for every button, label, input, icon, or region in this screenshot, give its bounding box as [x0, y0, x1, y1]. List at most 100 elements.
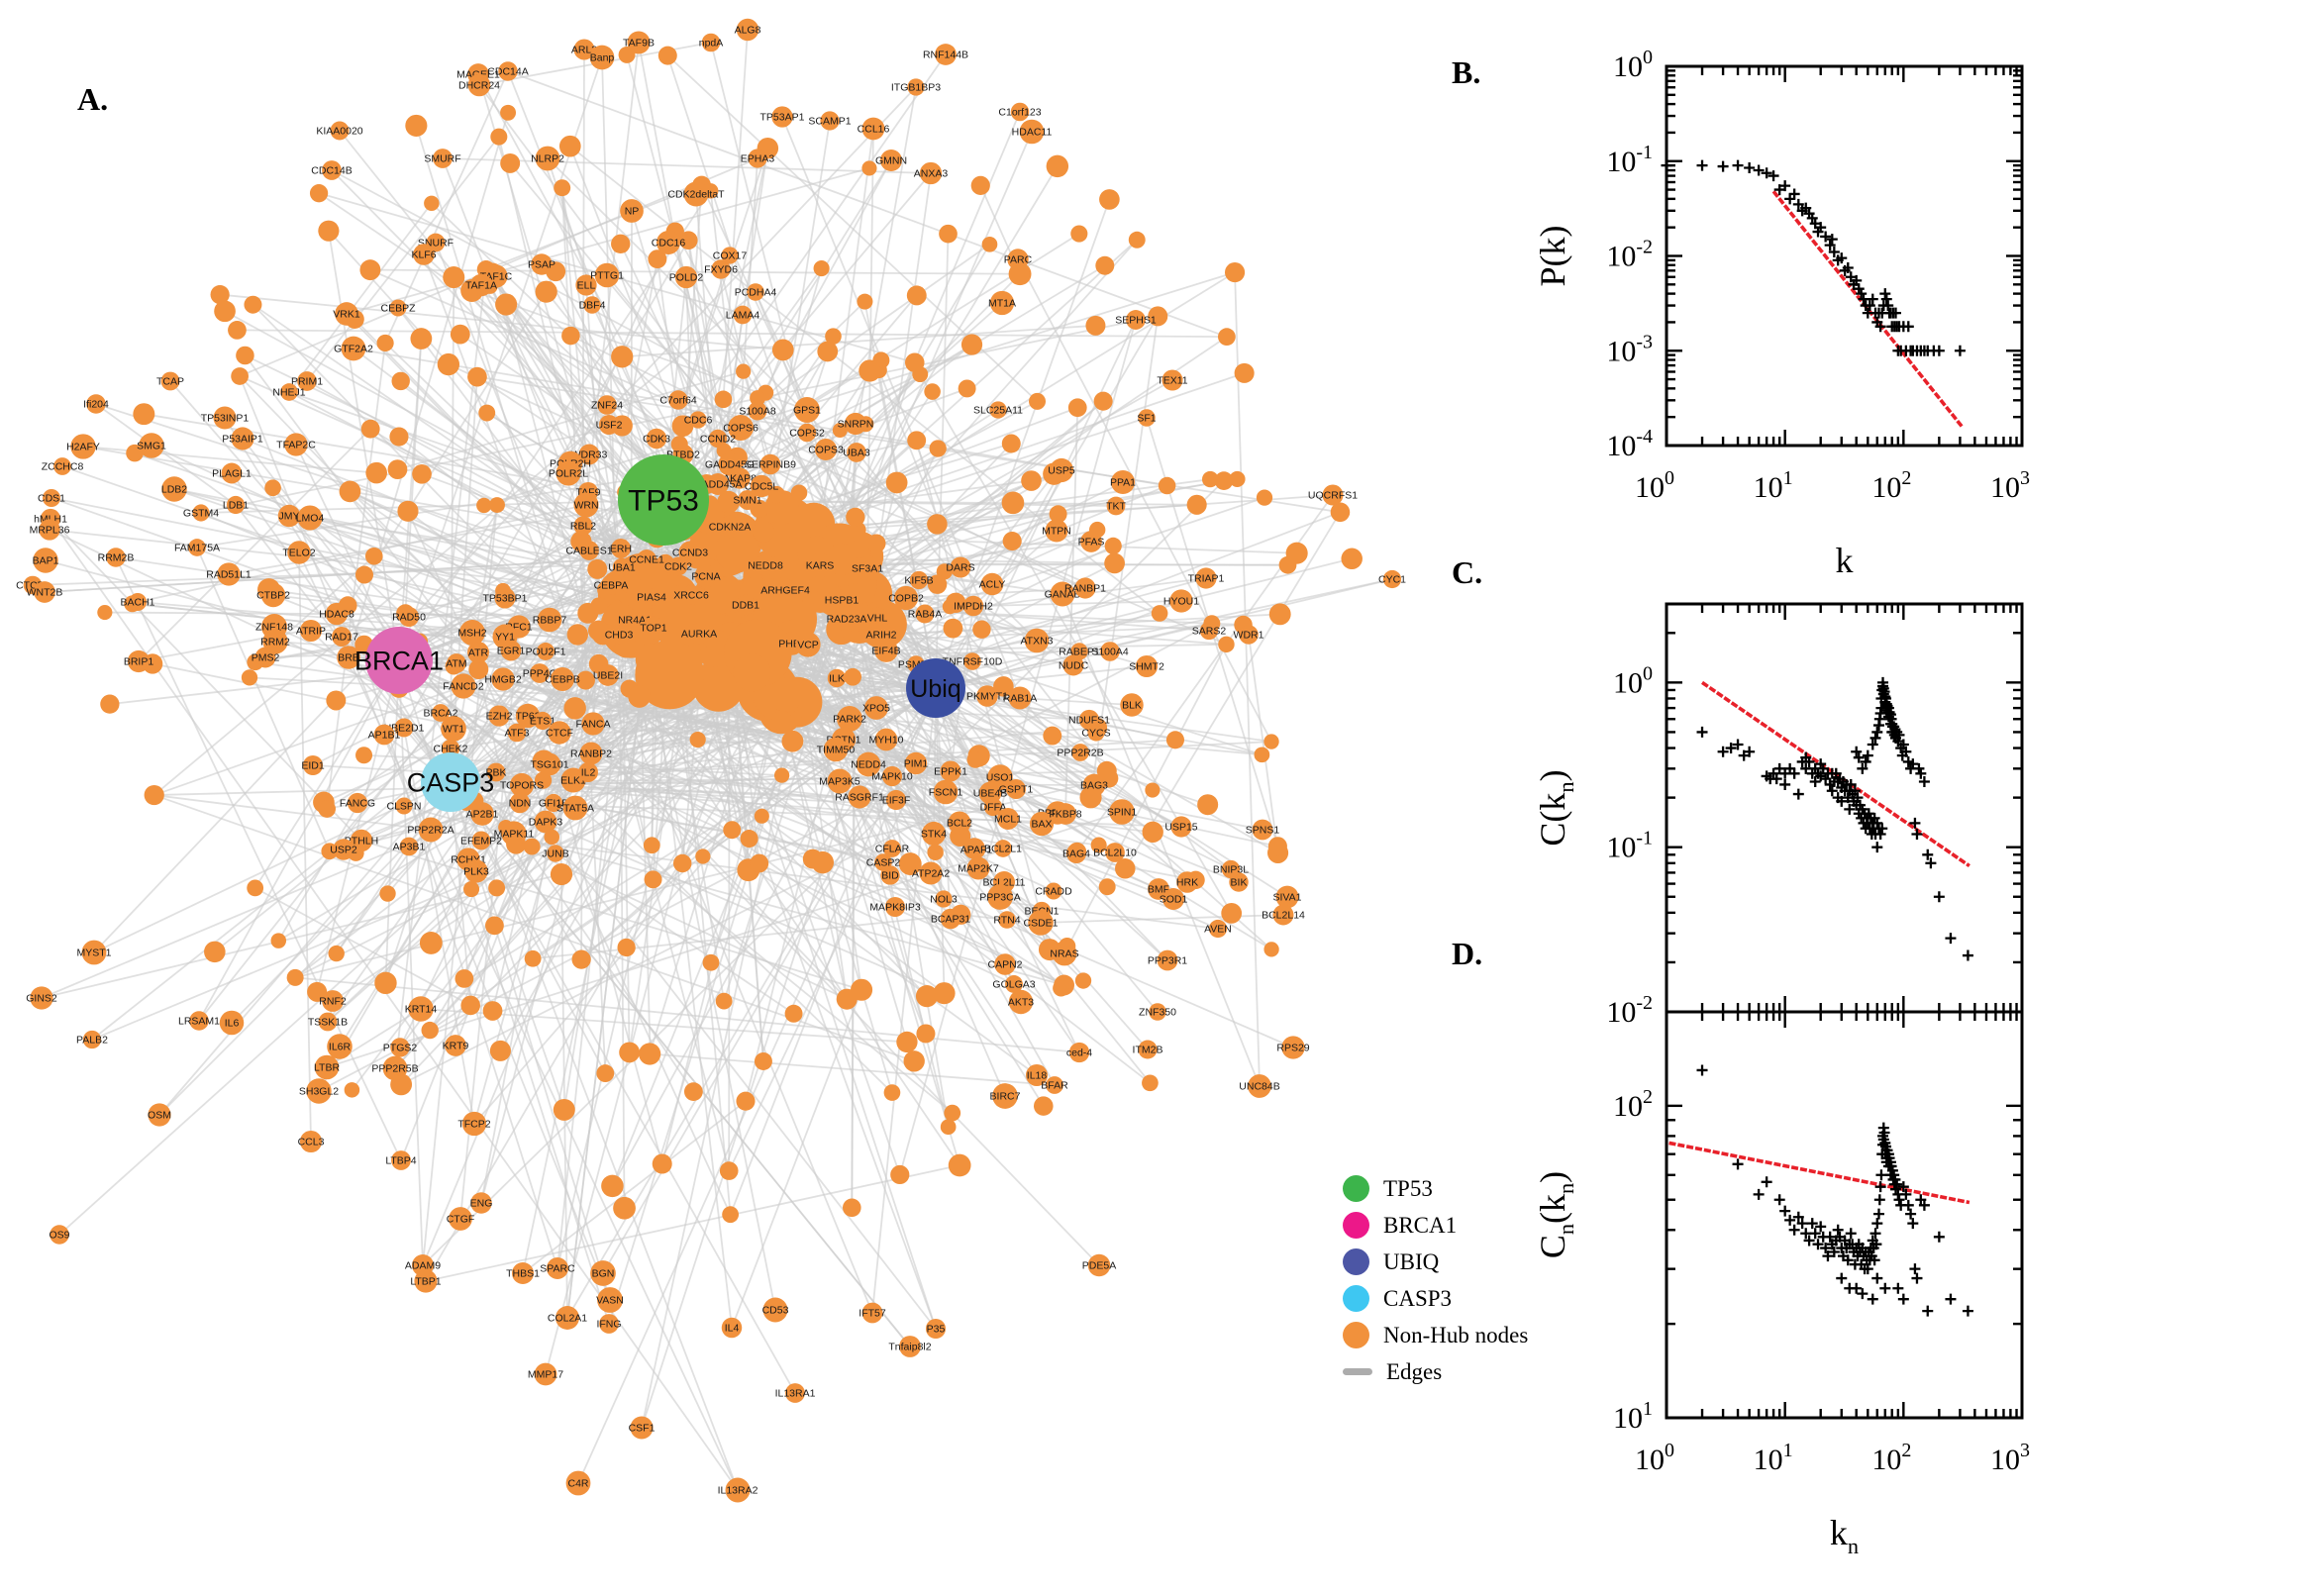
network-node: [851, 978, 873, 1001]
network-node: [365, 461, 387, 484]
network-node: [523, 838, 541, 855]
network-node-label: EIF3F: [882, 795, 911, 807]
network-node: [642, 616, 665, 640]
network-node-label: DDB1: [732, 600, 759, 612]
network-node: [148, 1103, 171, 1127]
network-node-label: ERH: [610, 544, 632, 555]
network-node-label: XRCC6: [673, 590, 709, 602]
network-node-label: XPO5: [862, 703, 890, 715]
network-node: [715, 528, 759, 573]
network-node-label: UBA3: [843, 448, 870, 459]
network-node-label: CEBPZ: [380, 303, 416, 315]
network-node-label: GSPT1: [999, 784, 1034, 796]
network-node-label: CDKN2A: [709, 522, 752, 534]
network-node: [587, 558, 608, 579]
network-node: [723, 821, 742, 840]
network-node-label: CCL16: [858, 124, 890, 136]
network-node: [927, 514, 948, 535]
network-node: [590, 1260, 616, 1286]
network-node: [344, 1082, 360, 1098]
network-node-label: RNF2: [319, 996, 347, 1008]
network-node-label: SPNS1: [1246, 825, 1280, 837]
network-node-label: AKT3: [1008, 997, 1034, 1009]
hub-node-label: BRCA1: [354, 646, 444, 675]
network-node: [550, 862, 573, 886]
panel-label-b: B.: [1452, 54, 1481, 90]
network-node: [471, 831, 491, 850]
network-node: [925, 1318, 947, 1340]
network-node-label: WT1: [443, 724, 464, 736]
network-node-label: EIF4B: [871, 646, 900, 657]
network-node: [858, 359, 881, 382]
network-node-label: RRM2: [260, 637, 290, 648]
network-node: [318, 1012, 338, 1032]
network-node: [866, 534, 886, 553]
network-node: [1170, 816, 1192, 838]
network-node-label: TELO2: [282, 548, 315, 559]
network-node: [1099, 189, 1120, 210]
network-node-label: TP53AP1: [760, 112, 805, 124]
network-node-label: TSSK1B: [308, 1017, 348, 1029]
legend-item-ubiq: UBIQ: [1343, 1244, 1528, 1280]
network-node-label: TFCP2: [457, 1119, 490, 1131]
axis-tick-label: 10-2: [1606, 992, 1653, 1029]
network-node: [467, 642, 489, 663]
network-node: [909, 570, 929, 590]
network-node: [1221, 903, 1243, 924]
network-node: [264, 479, 281, 497]
network-node: [299, 619, 323, 643]
axis-tick-label: 10-4: [1606, 426, 1653, 462]
network-node-label: MAP3K5: [819, 776, 860, 788]
network-node: [463, 880, 480, 898]
network-node: [1148, 306, 1168, 327]
network-node-label: GOLGA3: [992, 979, 1035, 991]
network-node-label: EFEMP2: [460, 836, 502, 848]
network-node: [611, 346, 634, 368]
network-node: [916, 1024, 936, 1044]
network-node-label: COPS6: [723, 423, 758, 435]
network-node-label: S100A8: [739, 406, 776, 418]
network-node: [966, 840, 986, 859]
network-node-label: FXYD6: [704, 264, 738, 276]
axis-tick-label: 10-3: [1606, 331, 1653, 367]
network-node: [39, 519, 60, 541]
network-node: [376, 334, 394, 352]
network-node-label: KIAA0020: [316, 126, 362, 138]
network-node-label: COPB2: [888, 593, 924, 605]
hub-node-label: CASP3: [407, 767, 495, 797]
network-node: [808, 576, 824, 592]
network-node-label: BAP1: [33, 555, 59, 567]
network-node: [553, 1098, 575, 1121]
network-node: [307, 981, 328, 1002]
network-node-label: AVEN: [1204, 924, 1232, 936]
network-node: [581, 712, 605, 736]
network-node: [449, 1207, 472, 1231]
network-node: [785, 1383, 805, 1403]
network-node: [548, 721, 571, 745]
node-legend-swatch: [1343, 1175, 1369, 1202]
network-node-label: VASN: [596, 1295, 624, 1307]
network-node: [161, 476, 187, 502]
network-node-label: AP3B1: [393, 842, 426, 853]
network-node-label: ATF3: [505, 728, 530, 740]
network-node: [896, 1031, 918, 1053]
network-node-label: CCND3: [672, 548, 708, 559]
network-node: [992, 1083, 1018, 1109]
legend-item-tp53: TP53: [1343, 1170, 1528, 1207]
network-node: [389, 427, 409, 447]
network-node: [1098, 878, 1116, 896]
network-node: [534, 810, 557, 834]
network-node: [609, 625, 629, 645]
axis-label: k: [1836, 541, 1854, 580]
network-node-label: BAG4: [1062, 848, 1090, 860]
network-node-label: S100A4: [1091, 647, 1129, 658]
network-node: [626, 611, 644, 629]
network-node: [43, 489, 60, 507]
network-node: [750, 474, 773, 498]
network-node-label: EZH2: [486, 711, 513, 723]
network-node: [1053, 979, 1069, 997]
network-node-label: PLAGL1: [212, 468, 252, 480]
network-node: [1105, 843, 1125, 862]
network-node: [907, 431, 927, 450]
